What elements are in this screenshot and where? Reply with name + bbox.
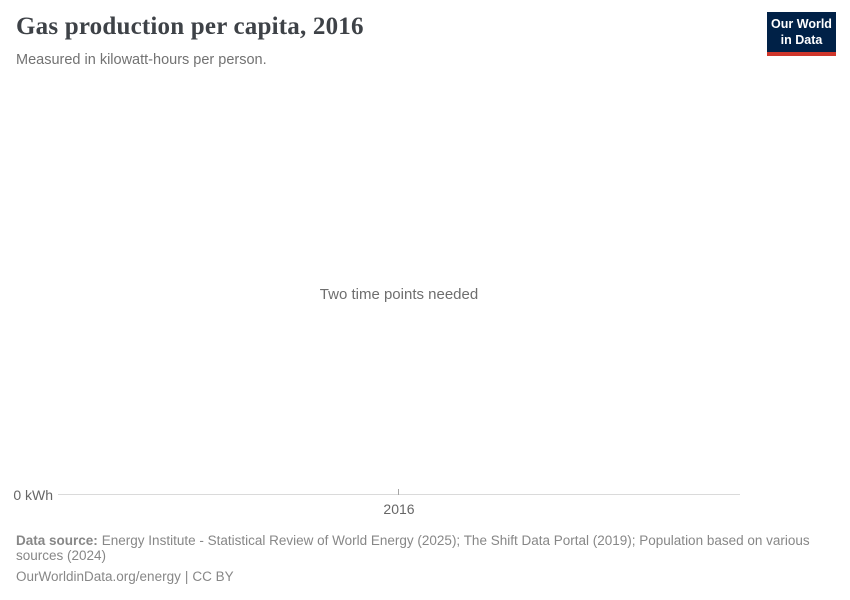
empty-state-message: Two time points needed bbox=[319, 286, 479, 303]
owid-logo[interactable]: Our World in Data bbox=[767, 12, 836, 56]
x-axis-line bbox=[58, 494, 740, 495]
data-sources-line: Data source: Energy Institute - Statistic… bbox=[16, 533, 834, 563]
license-line: OurWorldinData.org/energy | CC BY bbox=[16, 569, 834, 584]
x-axis-tick-label: 2016 bbox=[383, 501, 415, 517]
owid-logo-line2: in Data bbox=[780, 33, 823, 47]
data-source-label: Data source: bbox=[16, 533, 98, 548]
x-axis-tick-2016 bbox=[398, 489, 399, 495]
license-separator: | bbox=[184, 569, 189, 584]
y-axis-zero-label: 0 kWh bbox=[13, 487, 53, 503]
chart-subtitle: Measured in kilowatt-hours per person. bbox=[16, 52, 267, 68]
chart-title: Gas production per capita, 2016 bbox=[16, 13, 364, 40]
license-text: CC BY bbox=[192, 569, 234, 584]
chart-footer: Data source: Energy Institute - Statistic… bbox=[16, 533, 834, 584]
owid-logo-line1: Our World bbox=[771, 17, 832, 31]
owid-energy-link[interactable]: OurWorldinData.org/energy bbox=[16, 569, 181, 584]
data-source-text: Energy Institute - Statistical Review of… bbox=[16, 533, 810, 563]
